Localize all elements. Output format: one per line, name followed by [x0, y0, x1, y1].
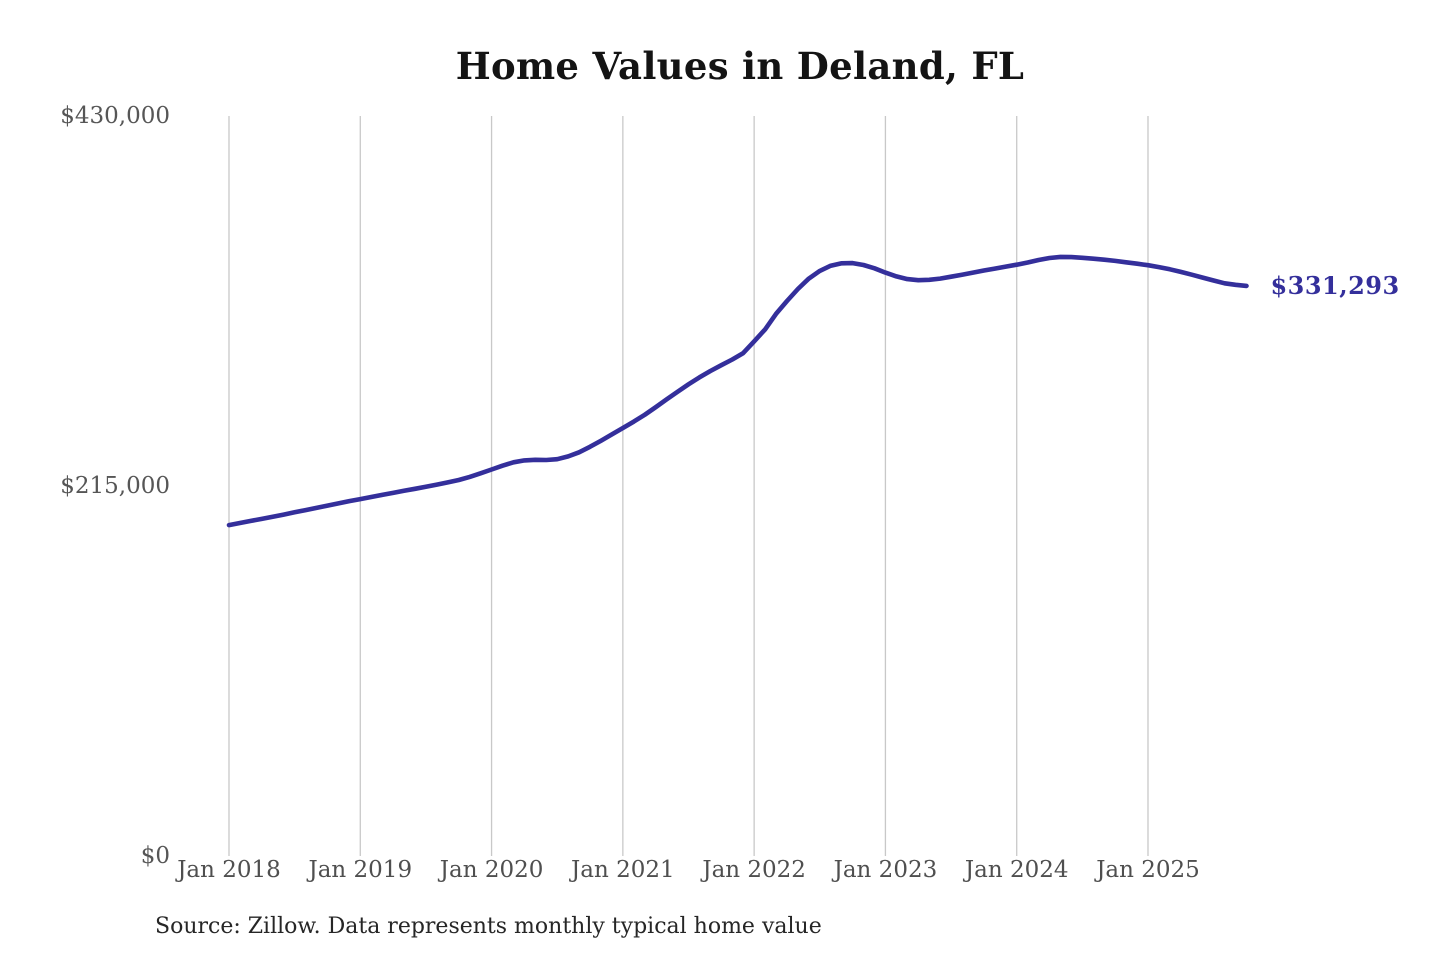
y-tick-label: $215,000: [60, 473, 170, 499]
x-tick-label: Jan 2024: [964, 857, 1069, 883]
y-tick-label: $430,000: [60, 103, 170, 129]
x-tick-label: Jan 2022: [702, 857, 806, 883]
current-value-label: $331,293: [1270, 270, 1400, 300]
source-note: Source: Zillow. Data represents monthly …: [155, 914, 822, 939]
x-tick-label: Jan 2023: [833, 857, 938, 883]
chart-title: Home Values in Deland, FL: [455, 44, 1025, 88]
y-tick-label: $0: [140, 843, 170, 869]
x-tick-label: Jan 2021: [571, 857, 675, 883]
x-tick-label: Jan 2018: [177, 857, 281, 883]
x-tick-label: Jan 2020: [439, 857, 544, 883]
home-value-line: [226, 254, 1249, 528]
x-tick-label: Jan 2025: [1096, 857, 1200, 883]
x-tick-label: Jan 2019: [308, 857, 413, 883]
